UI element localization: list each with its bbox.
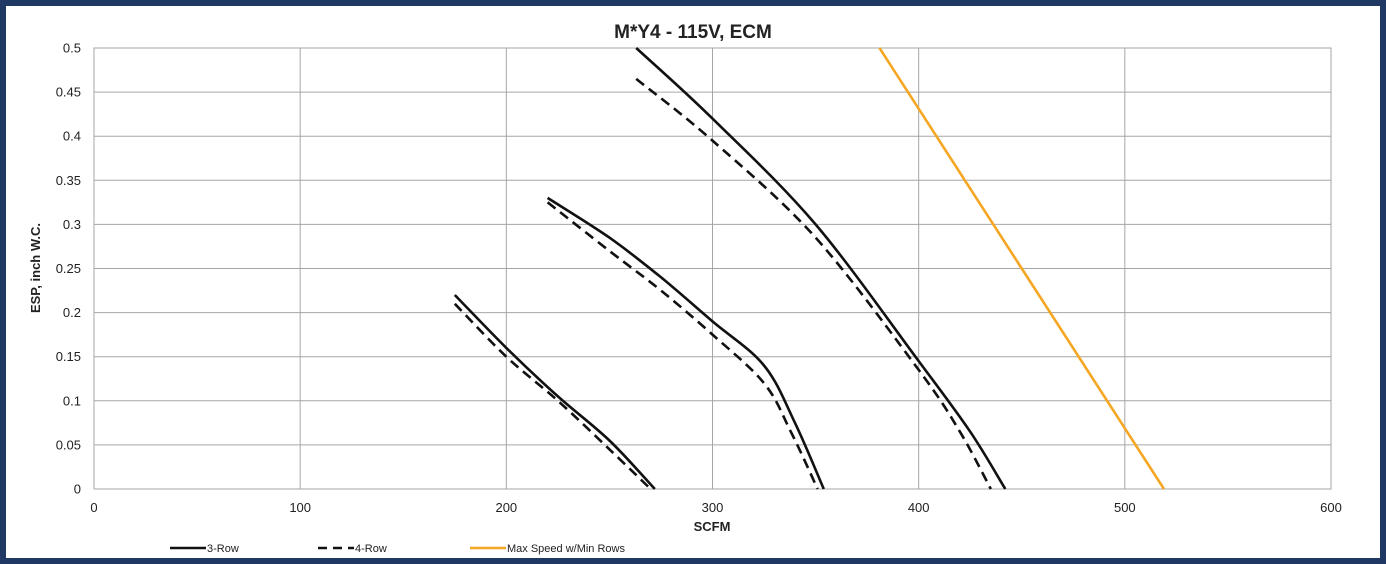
x-tick-label: 200: [495, 500, 517, 515]
series-line-4-row: [546, 201, 819, 490]
series: [453, 47, 1166, 490]
x-tick-label: 600: [1320, 500, 1342, 515]
x-tick-label: 100: [289, 500, 311, 515]
y-tick-label: 0.1: [63, 393, 81, 408]
grid: [93, 47, 1332, 490]
y-tick-label: 0.3: [63, 217, 81, 232]
legend-label-3-row: 3-Row: [207, 543, 239, 555]
x-tick-label: 500: [1114, 500, 1136, 515]
chart-title: M*Y4 - 115V, ECM: [614, 22, 772, 43]
legend-label-max-speed-w-min-rows: Max Speed w/Min Rows: [507, 543, 625, 555]
y-tick-label: 0.2: [63, 305, 81, 320]
tick-labels: 0 0.05 0.1 0.15 0.2 0.25 0.3 0.35 0.4 0.45 0.5 0 100…: [56, 41, 1342, 516]
series-line-4-row: [635, 77, 992, 490]
legend-label-4-row: 4-Row: [355, 543, 387, 555]
y-tick-label: 0.4: [63, 129, 81, 144]
legend: 3-Row 4-Row Max Speed w/Min Rows: [170, 543, 625, 555]
y-tick-label: 0.15: [56, 349, 81, 364]
x-tick-label: 400: [908, 500, 930, 515]
x-tick-label: 0: [90, 500, 97, 515]
y-tick-label: 0.05: [56, 437, 81, 452]
series-line-4-row: [453, 302, 652, 490]
series-line-3-row: [546, 196, 825, 490]
x-axis-label: SCFM: [694, 519, 731, 534]
series-line-max-speed-w-min-rows: [878, 47, 1166, 490]
y-tick-label: 0.45: [56, 85, 81, 100]
y-tick-label: 0.25: [56, 261, 81, 276]
y-tick-label: 0: [74, 482, 81, 497]
y-tick-label: 0.35: [56, 173, 81, 188]
y-tick-label: 0.5: [63, 41, 81, 56]
x-tick-label: 300: [702, 500, 724, 515]
series-line-3-row: [453, 294, 656, 490]
y-axis-label: ESP, inch W.C.: [28, 223, 43, 313]
series-line-3-row: [635, 47, 1007, 490]
